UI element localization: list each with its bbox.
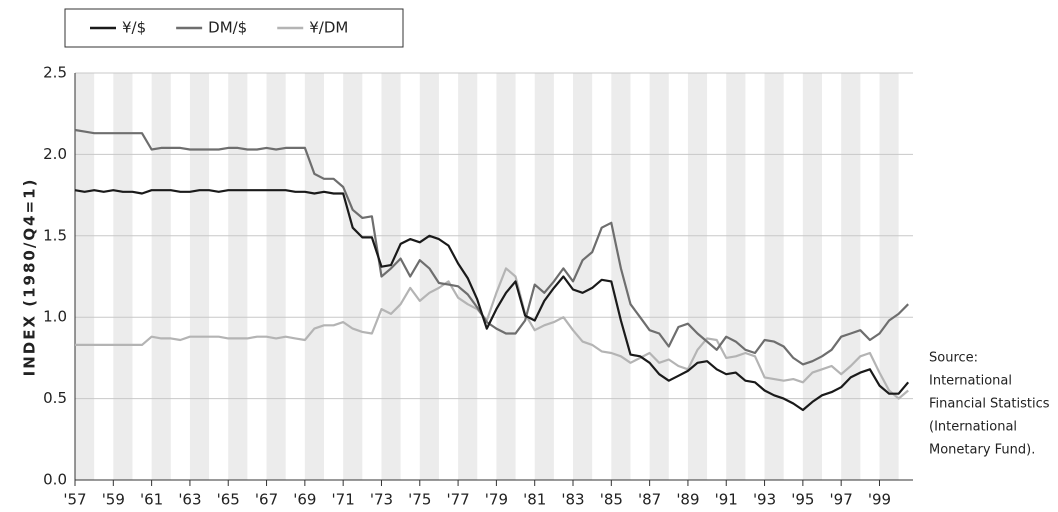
source-note: International: [929, 374, 1012, 389]
year-band: [75, 73, 95, 480]
x-tick-label: '85: [600, 491, 623, 509]
year-band: [802, 73, 823, 480]
y-tick-label: 0.0: [43, 471, 67, 489]
year-band: [266, 73, 286, 480]
source-note: (International: [929, 420, 1017, 435]
x-tick-label: '83: [561, 491, 584, 509]
legend-box: [64, 8, 404, 48]
year-band: [879, 73, 899, 480]
source-note: Source:: [929, 351, 978, 366]
x-tick-label: '87: [638, 491, 661, 509]
year-band: [573, 73, 593, 480]
year-band: [228, 73, 248, 480]
y-tick-label: 2.5: [43, 64, 67, 82]
x-tick-label: '63: [178, 491, 201, 509]
year-band: [649, 73, 669, 480]
x-tick-label: '99: [868, 491, 891, 509]
source-note: Monetary Fund).: [929, 443, 1035, 458]
y-axis-label: INDEX (1980/Q4=1): [21, 178, 39, 377]
x-tick-label: '79: [485, 491, 508, 509]
x-tick-label: '59: [102, 491, 125, 509]
legend-label: ¥/$: [122, 19, 146, 37]
series-line: [74, 189, 910, 412]
x-tick-label: '97: [830, 491, 853, 509]
y-tick-label: 2.0: [43, 145, 67, 163]
x-tick-label: '65: [217, 491, 240, 509]
y-tick-label: 1.0: [43, 308, 67, 326]
x-tick-label: '75: [408, 491, 431, 509]
year-band: [151, 73, 171, 480]
x-tick-label: '93: [753, 491, 776, 509]
x-tick-label: '95: [791, 491, 814, 509]
legend-label: DM/$: [208, 19, 247, 37]
year-band: [611, 73, 631, 480]
x-tick-label: '77: [446, 491, 469, 509]
x-tick-label: '69: [293, 491, 316, 509]
series-line: [75, 267, 909, 400]
x-tick-label: '73: [370, 491, 393, 509]
year-band: [419, 73, 439, 480]
x-tick-label: '71: [332, 491, 355, 509]
x-tick-label: '67: [255, 491, 278, 509]
x-tick-label: '57: [63, 491, 86, 509]
legend-label: ¥/DM: [309, 19, 348, 37]
series-line: [74, 128, 909, 366]
year-band: [381, 73, 401, 480]
year-band: [113, 73, 133, 480]
year-band: [534, 73, 554, 480]
x-tick-label: '91: [715, 491, 738, 509]
year-band: [841, 73, 861, 480]
y-tick-label: 1.5: [43, 226, 67, 244]
year-band: [687, 73, 708, 480]
year-band: [726, 73, 746, 480]
year-band: [764, 73, 784, 480]
year-band: [343, 73, 363, 480]
year-band: [496, 73, 516, 480]
x-tick-label: '81: [523, 491, 546, 509]
x-tick-label: '61: [140, 491, 163, 509]
source-note: Financial Statistics: [929, 397, 1050, 412]
year-band: [189, 73, 210, 480]
x-tick-label: '89: [676, 491, 699, 509]
year-band: [304, 73, 325, 480]
y-tick-label: 0.5: [43, 389, 67, 407]
